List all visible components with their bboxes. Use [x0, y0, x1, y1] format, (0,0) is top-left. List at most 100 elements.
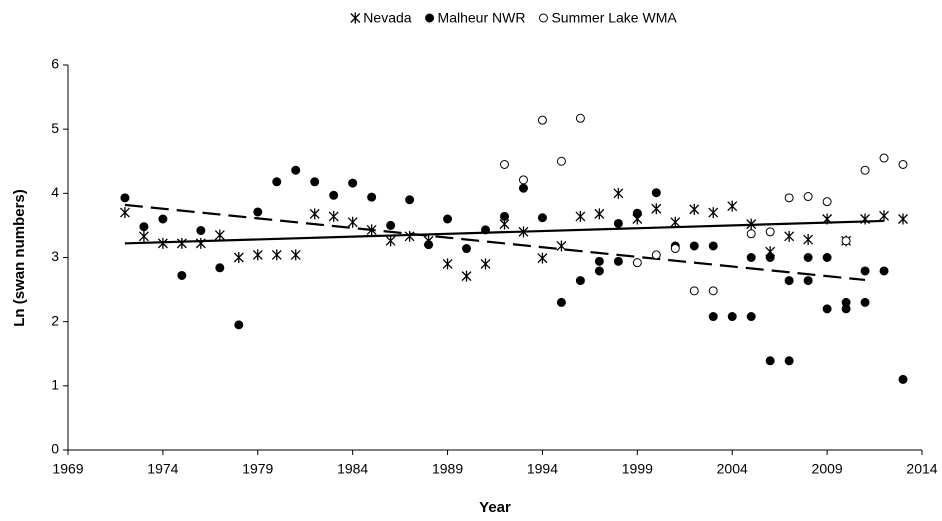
x-tick-label: 2004 — [717, 461, 748, 477]
point — [120, 193, 130, 203]
point — [196, 226, 206, 236]
legend-marker — [425, 13, 435, 23]
point — [860, 213, 871, 225]
point — [784, 193, 794, 203]
point — [139, 222, 149, 232]
point — [480, 258, 491, 270]
point — [537, 252, 548, 264]
point — [177, 270, 187, 280]
point — [404, 230, 415, 242]
x-tick-label: 1989 — [432, 461, 463, 477]
point — [841, 236, 851, 246]
point — [537, 213, 547, 223]
x-tick-label: 1994 — [527, 461, 558, 477]
point — [613, 218, 623, 228]
point — [366, 224, 377, 236]
point — [651, 203, 662, 215]
point — [860, 297, 870, 307]
legend-label: Malheur NWR — [438, 10, 526, 26]
point — [443, 214, 453, 224]
x-tick-label: 1979 — [242, 461, 273, 477]
point — [708, 312, 718, 322]
y-tick-label: 1 — [51, 377, 59, 393]
x-axis-label: Year — [479, 499, 511, 516]
point — [803, 253, 813, 262]
point — [746, 253, 756, 262]
point — [290, 249, 301, 261]
point — [348, 178, 358, 188]
point — [329, 190, 339, 200]
point — [594, 266, 604, 276]
point — [499, 211, 509, 221]
point — [670, 244, 680, 254]
point — [309, 208, 320, 220]
point — [879, 153, 889, 163]
point — [481, 225, 491, 235]
point — [746, 229, 756, 239]
y-tick-label: 3 — [51, 248, 59, 264]
point — [556, 240, 567, 252]
point — [898, 374, 908, 384]
point — [462, 244, 472, 254]
point — [157, 237, 168, 249]
point — [822, 253, 832, 262]
point — [803, 192, 813, 202]
point — [689, 241, 699, 251]
point — [822, 213, 833, 225]
x-tick-label: 1984 — [337, 461, 368, 477]
y-tick-label: 4 — [51, 184, 59, 200]
point — [158, 214, 168, 224]
point — [575, 276, 585, 286]
point — [765, 253, 775, 262]
point — [424, 240, 434, 250]
point — [176, 237, 187, 249]
x-tick-label: 1969 — [52, 461, 83, 477]
point — [291, 165, 301, 175]
point — [879, 210, 890, 222]
point — [386, 220, 396, 230]
point — [898, 159, 908, 169]
legend-marker — [350, 12, 361, 24]
x-tick-label: 2009 — [812, 461, 843, 477]
point — [234, 320, 244, 330]
point — [632, 208, 642, 218]
point — [822, 197, 832, 207]
point — [613, 256, 623, 266]
legend-label: Summer Lake WMA — [551, 10, 677, 26]
trend-line — [124, 203, 866, 282]
point — [367, 192, 377, 202]
point — [689, 286, 699, 296]
point — [518, 175, 528, 185]
point — [708, 286, 718, 296]
point — [556, 297, 566, 307]
point — [537, 115, 547, 125]
point — [860, 266, 870, 276]
point — [252, 249, 263, 261]
point — [518, 183, 528, 193]
point — [594, 208, 605, 220]
point — [594, 256, 604, 266]
point — [822, 304, 832, 314]
point — [253, 207, 263, 217]
point — [499, 159, 509, 169]
legend-marker — [538, 13, 548, 23]
point — [727, 200, 738, 212]
point — [233, 252, 244, 263]
point — [746, 312, 756, 322]
point — [841, 304, 851, 314]
point — [271, 249, 282, 261]
x-tick-label: 1999 — [622, 461, 653, 477]
point — [575, 210, 586, 222]
point — [328, 210, 339, 222]
point — [310, 177, 320, 187]
point — [765, 356, 775, 366]
x-tick-label: 2014 — [906, 461, 937, 477]
point — [784, 276, 794, 286]
point — [784, 356, 794, 366]
point — [803, 234, 814, 246]
point — [879, 266, 889, 276]
point — [784, 230, 795, 242]
point — [385, 235, 396, 247]
